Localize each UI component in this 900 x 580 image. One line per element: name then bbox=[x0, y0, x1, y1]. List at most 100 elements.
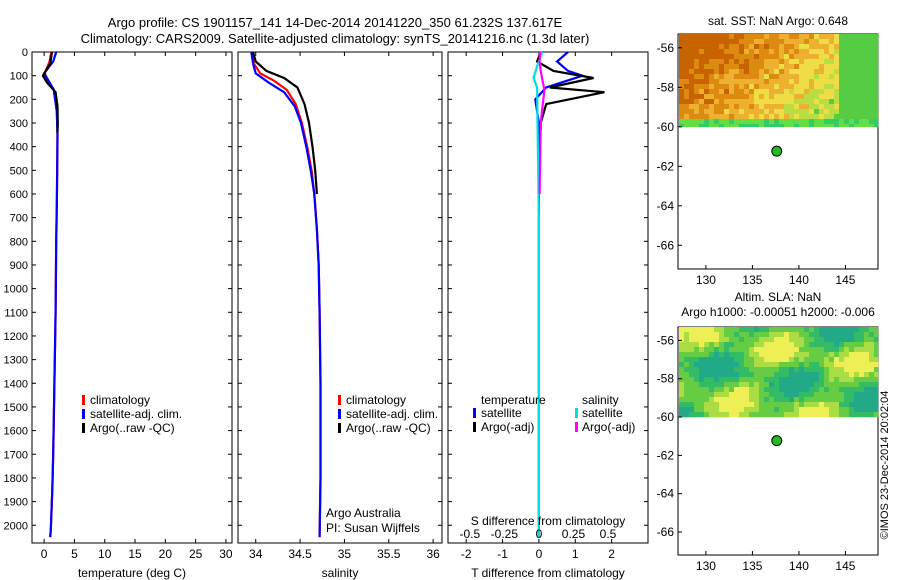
heat-cell bbox=[844, 327, 850, 333]
heat-cell bbox=[704, 39, 710, 45]
heat-cell bbox=[714, 104, 720, 110]
heat-cell bbox=[714, 347, 720, 353]
heat-cell bbox=[844, 114, 850, 120]
heat-cell bbox=[764, 367, 770, 373]
heat-cell bbox=[864, 84, 870, 90]
heat-cell bbox=[694, 397, 700, 403]
heat-cell bbox=[689, 347, 695, 353]
heat-cell bbox=[779, 357, 785, 363]
heat-cell bbox=[679, 382, 685, 388]
heat-cell bbox=[864, 49, 870, 55]
heat-cell bbox=[749, 114, 755, 120]
heat-cell bbox=[729, 54, 735, 60]
sst_map-xtick-label: 145 bbox=[835, 273, 855, 287]
heat-cell bbox=[749, 74, 755, 80]
heat-cell bbox=[799, 124, 805, 128]
heat-cell bbox=[714, 327, 720, 333]
heat-cell bbox=[829, 49, 835, 55]
heat-cell bbox=[724, 412, 730, 418]
heat-cell bbox=[854, 382, 860, 388]
heat-cell bbox=[844, 119, 850, 125]
heat-cell bbox=[829, 99, 835, 105]
heat-cell bbox=[814, 407, 820, 413]
heat-cell bbox=[739, 114, 745, 120]
heat-cell bbox=[789, 347, 795, 353]
heat-cell bbox=[799, 332, 805, 338]
heat-cell bbox=[819, 94, 825, 100]
heat-cell bbox=[784, 372, 790, 378]
heat-cell bbox=[809, 34, 815, 40]
temperature-legend-label: Argo(..raw -QC) bbox=[90, 421, 175, 435]
heat-cell bbox=[739, 99, 745, 105]
heat-cell bbox=[874, 39, 879, 45]
heat-cell bbox=[769, 74, 775, 80]
heat-cell bbox=[719, 74, 725, 80]
heat-cell bbox=[709, 397, 715, 403]
heat-cell bbox=[754, 39, 760, 45]
heat-cell bbox=[704, 99, 710, 105]
heat-cell bbox=[834, 377, 840, 383]
heat-cell bbox=[734, 84, 740, 90]
heat-cell bbox=[694, 34, 700, 40]
heat-cell bbox=[744, 109, 750, 115]
heat-cell bbox=[799, 84, 805, 90]
heat-cell bbox=[859, 387, 865, 393]
heat-cell bbox=[849, 34, 855, 40]
heat-cell bbox=[834, 79, 840, 85]
heat-cell bbox=[794, 54, 800, 60]
heat-cell bbox=[779, 59, 785, 65]
heat-cell bbox=[724, 59, 730, 65]
heat-cell bbox=[694, 332, 700, 338]
heat-cell bbox=[819, 69, 825, 75]
heat-cell bbox=[854, 99, 860, 105]
heat-cell bbox=[704, 69, 710, 75]
heat-cell bbox=[844, 99, 850, 105]
heat-cell bbox=[759, 367, 765, 373]
heat-cell bbox=[844, 357, 850, 363]
heat-cell bbox=[734, 412, 740, 418]
temperature-ytick-label: 0 bbox=[22, 47, 28, 59]
temperature-ytick-label: 400 bbox=[10, 142, 28, 154]
heat-cell bbox=[744, 362, 750, 368]
heat-cell bbox=[764, 412, 770, 418]
heat-cell bbox=[694, 407, 700, 413]
difference-legend-title-salinity: salinity bbox=[582, 393, 619, 407]
heat-cell bbox=[769, 119, 775, 125]
heat-cell bbox=[839, 357, 845, 363]
heat-cell bbox=[764, 39, 770, 45]
heat-cell bbox=[824, 49, 830, 55]
heat-cell bbox=[684, 412, 690, 418]
heat-cell bbox=[859, 402, 865, 408]
heat-cell bbox=[759, 94, 765, 100]
heat-cell bbox=[684, 407, 690, 413]
heat-cell bbox=[734, 402, 740, 408]
heat-cell bbox=[764, 64, 770, 70]
heat-cell bbox=[864, 54, 870, 60]
heat-cell bbox=[709, 89, 715, 95]
heat-cell bbox=[724, 119, 730, 125]
heat-cell bbox=[709, 64, 715, 70]
heat-cell bbox=[684, 79, 690, 85]
heat-cell bbox=[739, 74, 745, 80]
heat-cell bbox=[859, 84, 865, 90]
heat-cell bbox=[764, 59, 770, 65]
heat-cell bbox=[774, 59, 780, 65]
heat-cell bbox=[769, 402, 775, 408]
heat-cell bbox=[764, 34, 770, 40]
heat-cell bbox=[749, 124, 755, 128]
heat-cell bbox=[749, 327, 755, 333]
heat-cell bbox=[829, 39, 835, 45]
heat-cell bbox=[784, 94, 790, 100]
heat-cell bbox=[874, 337, 879, 343]
heat-cell bbox=[684, 34, 690, 40]
heat-cell bbox=[764, 397, 770, 403]
heat-cell bbox=[734, 89, 740, 95]
sst_map-ytick-label: -64 bbox=[657, 199, 675, 213]
heat-cell bbox=[744, 367, 750, 373]
heat-cell bbox=[824, 64, 830, 70]
heat-cell bbox=[834, 114, 840, 120]
heat-cell bbox=[819, 377, 825, 383]
heat-cell bbox=[684, 377, 690, 383]
heat-cell bbox=[854, 347, 860, 353]
heat-cell bbox=[874, 327, 879, 333]
